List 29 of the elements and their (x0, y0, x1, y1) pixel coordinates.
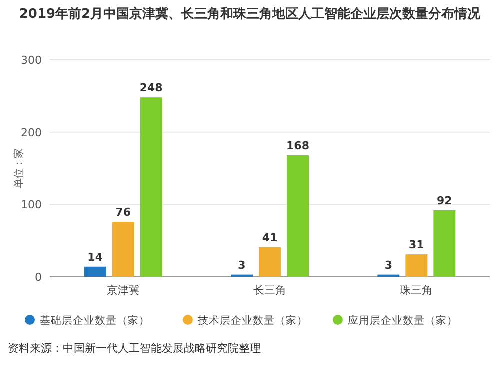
legend-label: 技术层企业数量（家） (197, 314, 308, 327)
data-label: 31 (409, 238, 424, 252)
y-axis-title: 单位：家 (13, 148, 25, 188)
data-label: 3 (384, 258, 392, 272)
bar (259, 247, 281, 277)
x-tick-label: 长三角 (254, 284, 286, 297)
data-label: 14 (88, 250, 104, 264)
data-label: 248 (140, 82, 163, 95)
bar (406, 254, 428, 277)
x-tick-label: 珠三角 (400, 284, 434, 297)
bar (140, 98, 162, 277)
y-tick-label: 300 (21, 54, 42, 67)
text: 资料来源：中国新一代人工智能发展战略研究院整理 (8, 342, 261, 355)
y-tick-label: 0 (35, 271, 42, 284)
data-label: 41 (262, 231, 278, 244)
bar (112, 222, 134, 277)
y-tick-label: 100 (21, 198, 42, 212)
legend-label: 基础层企业数量（家） (40, 314, 150, 327)
data-label: 76 (116, 206, 132, 220)
bar (434, 210, 456, 277)
data-label: 3 (238, 258, 246, 272)
x-tick-label: 京津冀 (106, 284, 140, 297)
bar (287, 155, 309, 277)
data-label: 92 (437, 194, 452, 208)
y-tick-label: 200 (21, 126, 42, 140)
data-label: 168 (286, 139, 310, 152)
bar (84, 266, 106, 277)
chart-title: 2019年前2月中国京津冀、长三角和珠三角地区人工智能企业层次数量分布情况 (19, 6, 482, 22)
legend-label: 应用层企业数量（家） (348, 314, 458, 327)
